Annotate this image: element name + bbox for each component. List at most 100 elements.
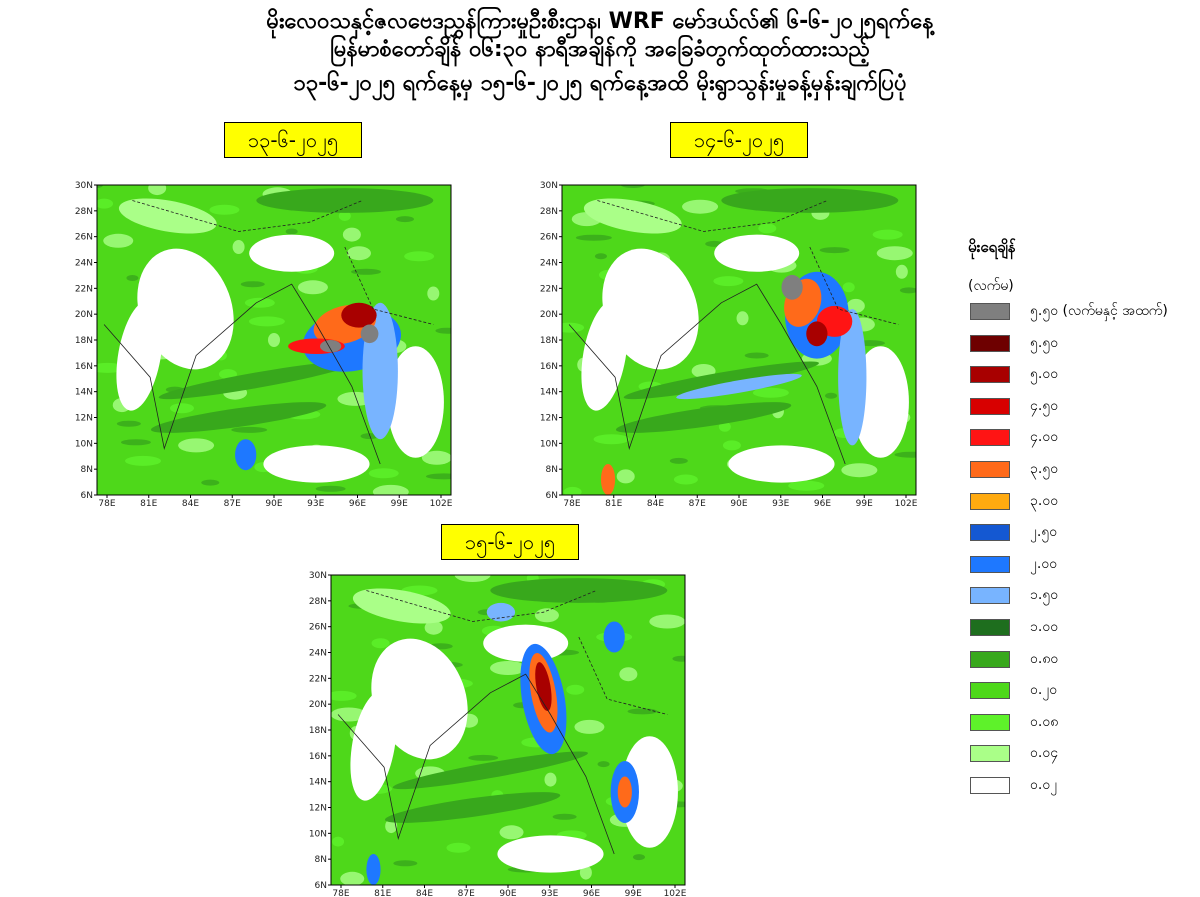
field-patch <box>649 614 685 629</box>
field-patch <box>435 327 451 334</box>
rain-area <box>235 439 257 471</box>
field-patch <box>566 684 585 695</box>
legend-label: ၀.၀၄ <box>1030 745 1059 762</box>
legend-swatch <box>970 777 1010 794</box>
lon-label: 99E <box>856 499 873 507</box>
rain-area <box>600 464 616 495</box>
rain-area <box>263 445 370 483</box>
legend-swatch <box>970 555 1010 573</box>
field-patch <box>876 246 913 261</box>
field-patch <box>240 281 265 288</box>
lon-label: 102E <box>664 889 687 897</box>
lat-label: 24N <box>309 649 327 659</box>
field-patch <box>97 185 103 188</box>
field-patch <box>351 268 382 275</box>
field-patch <box>372 484 409 495</box>
rain-area <box>615 402 792 433</box>
legend-label: ၅.၅၀ <box>1030 334 1059 351</box>
rain-area <box>320 340 342 353</box>
field-patch <box>718 421 731 432</box>
field-patch <box>454 575 491 582</box>
title-line: မြန်မာစံတော်ချိန် ၀၆:၃၀ နာရီအချိန်ကို အခ… <box>330 37 870 62</box>
rain-area <box>360 324 379 344</box>
lon-label: 81E <box>605 499 622 507</box>
rain-area <box>352 588 451 624</box>
field-patch <box>201 479 220 486</box>
legend-swatch <box>970 366 1010 384</box>
legend-unit: (လက်မ) <box>968 278 1014 294</box>
field-patch <box>752 387 789 398</box>
rain-area <box>392 751 588 790</box>
legend-swatch <box>970 587 1010 605</box>
lat-label: 24N <box>75 259 93 269</box>
lon-label: 84E <box>182 499 199 507</box>
rain-area <box>617 776 632 808</box>
field-patch <box>579 865 592 880</box>
rain-area <box>728 445 835 483</box>
field-patch <box>825 392 838 399</box>
field-patch <box>872 229 903 240</box>
lat-label: 26N <box>309 623 327 633</box>
field-patch <box>331 707 367 722</box>
rain-area <box>341 302 377 328</box>
rain-area <box>603 621 625 653</box>
field-patch <box>620 185 645 188</box>
field-patch <box>673 474 698 485</box>
lat-label: 20N <box>309 700 327 710</box>
lon-label: 78E <box>98 499 115 507</box>
lat-label: 24N <box>540 259 558 269</box>
date-label: ၁၅-၆-၂၀၂၅ <box>441 524 579 560</box>
lat-label: 12N <box>75 414 93 424</box>
rain-area <box>497 835 604 873</box>
field-patch <box>125 455 162 466</box>
legend-swatch <box>970 397 1010 415</box>
legend-swatch <box>970 619 1010 636</box>
legend-label: ၅.၅၀ (လက်မနှင့် အထက်) <box>1030 303 1168 319</box>
legend-swatch <box>970 650 1010 668</box>
rain-area <box>366 854 381 885</box>
lat-label: 26N <box>540 233 558 243</box>
field-patch <box>332 836 345 847</box>
lon-label: 84E <box>416 889 433 897</box>
field-patch <box>218 369 237 380</box>
lat-label: 14N <box>540 388 558 398</box>
field-patch <box>268 333 280 347</box>
lat-label: 26N <box>75 233 93 243</box>
field-patch <box>232 240 245 254</box>
field-patch <box>169 403 194 414</box>
rain-area <box>623 361 819 400</box>
field <box>97 185 451 495</box>
lon-label: 102E <box>430 499 453 507</box>
field-patch <box>468 754 499 761</box>
lon-label: 78E <box>563 499 580 507</box>
field-patch <box>340 871 365 885</box>
legend-label: ၀.၈၀ <box>1030 650 1059 667</box>
rain-area <box>583 198 682 234</box>
field-patch <box>672 655 685 662</box>
field-patch <box>342 227 361 242</box>
field-patch <box>682 199 719 214</box>
field-patch <box>209 204 240 215</box>
legend-label: ၄.၀၀ <box>1030 429 1059 446</box>
legend-label: ၅.၀၀ <box>1030 366 1059 383</box>
field-patch <box>346 246 371 261</box>
legend-swatch <box>970 303 1010 320</box>
lon-label: 87E <box>458 889 475 897</box>
field-patch <box>427 286 440 301</box>
rain-area <box>384 792 561 823</box>
rain-area <box>535 662 552 712</box>
lon-label: 90E <box>265 499 282 507</box>
field-patch <box>97 198 114 209</box>
rain-area <box>806 321 828 347</box>
legend-label: ၁.၀၀ <box>1030 619 1059 635</box>
field-patch <box>244 297 275 308</box>
rain-area <box>721 188 899 213</box>
rain-area <box>621 736 678 848</box>
lat-label: 14N <box>75 388 93 398</box>
rain-map: 30N 28N 26N 24N 22N 20N 18N 16N 14N 12N 10N 8N 6N 78E… <box>540 181 918 507</box>
lon-label: 90E <box>730 499 747 507</box>
rain-area <box>118 198 217 234</box>
lat-label: 16N <box>540 362 558 372</box>
field-patch <box>231 426 268 433</box>
